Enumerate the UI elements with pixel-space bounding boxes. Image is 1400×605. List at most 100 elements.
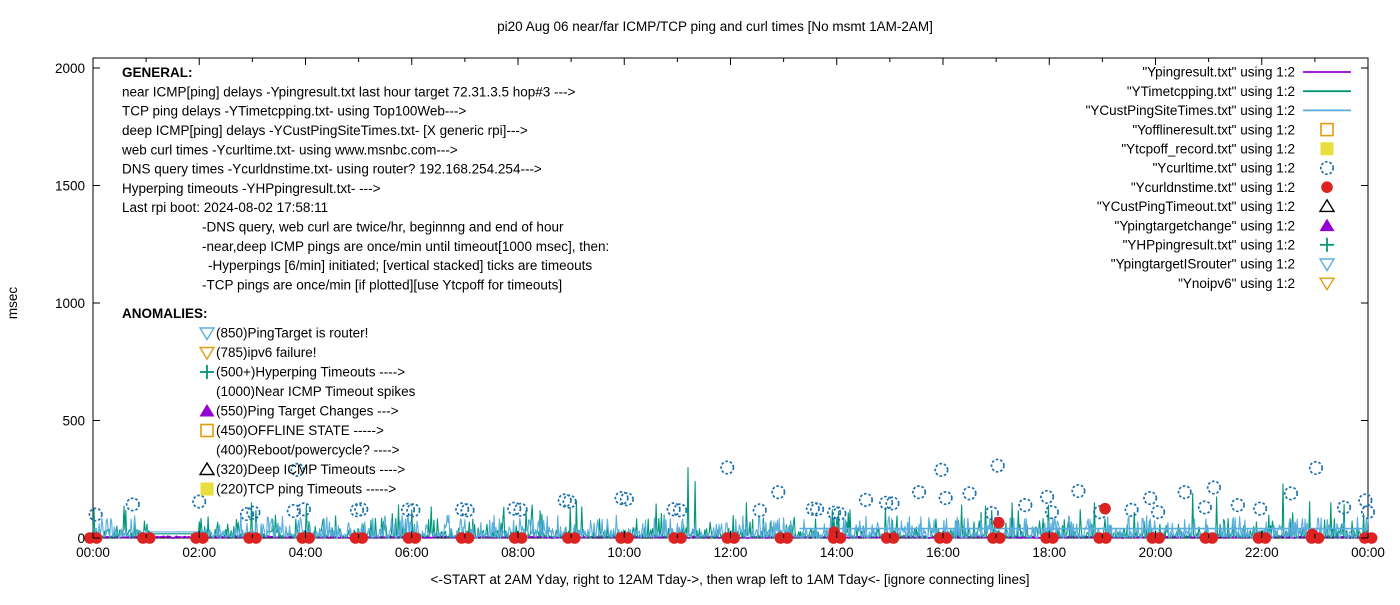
anomaly-item: (850)PingTarget is router!	[198, 326, 368, 341]
legend-item: "Ypingtargetchange" using 1:2	[1115, 218, 1335, 233]
data-point-curl	[246, 505, 261, 520]
y-tick-label: 1500	[55, 179, 85, 194]
data-point-curl	[990, 458, 1005, 473]
x-tick-label: 20:00	[1139, 545, 1173, 560]
general-heading: GENERAL:	[122, 65, 193, 80]
x-tick-label: 14:00	[820, 545, 854, 560]
data-point-curl	[1308, 460, 1323, 476]
data-point-curl	[720, 460, 735, 475]
data-point-curl	[1071, 483, 1086, 499]
data-point-curl	[513, 502, 528, 517]
data-point-dns	[197, 532, 209, 544]
data-point-dns	[462, 532, 475, 544]
data-point-curl	[1358, 493, 1373, 508]
general-line: Last rpi boot: 2024-08-02 17:58:11	[122, 200, 328, 215]
series-line-YTimetcpping.txt	[92, 466, 1368, 539]
data-point-curl	[1143, 490, 1158, 506]
general-line: -near,deep ICMP pings are once/min until…	[202, 239, 609, 254]
y-tick-label: 2000	[55, 61, 85, 76]
data-point-curl	[1151, 505, 1166, 520]
data-point-curl	[562, 494, 577, 509]
anomaly-text: (400)Reboot/powercycle? ---->	[216, 443, 400, 458]
data-point-curl	[938, 490, 953, 506]
data-point-dns-elevated	[1099, 502, 1111, 515]
legend-item: "Yofflineresult.txt" using 1:2	[1132, 122, 1334, 137]
legend-label: "Ynoipv6" using 1:2	[1178, 276, 1295, 291]
data-point-curl	[666, 502, 681, 517]
data-point-curl	[1360, 505, 1376, 520]
legend-label: "Yofflineresult.txt" using 1:2	[1132, 122, 1295, 137]
data-point-dns-elevated	[1306, 528, 1319, 541]
data-point-curl	[885, 496, 900, 511]
data-point-curl	[460, 503, 475, 518]
legend-label: "YpingtargetISrouter" using 1:2	[1111, 257, 1295, 272]
general-line: web curl times -Ycurltime.txt- using www…	[121, 142, 458, 157]
legend-item: "YHPpingresult.txt" using 1:2	[1123, 238, 1334, 253]
data-point-curl	[400, 502, 416, 517]
data-point-curl	[962, 486, 977, 501]
data-point-curl	[192, 494, 207, 509]
data-point-dns	[1100, 532, 1112, 544]
data-point-dns	[303, 532, 315, 544]
data-point-curl	[1206, 480, 1221, 495]
general-line: TCP ping delays -YTimetcpping.txt- using…	[122, 104, 466, 119]
anomaly-triangle-down-open-marker	[198, 327, 216, 341]
data-point-dns	[1153, 532, 1165, 544]
anomaly-item: (785)ipv6 failure!	[198, 345, 317, 361]
legend-item: "Ycurltime.txt" using 1:2	[1153, 161, 1335, 176]
chart-title: pi20 Aug 06 near/far ICMP/TCP ping and c…	[497, 19, 933, 34]
data-point-curl	[1197, 500, 1212, 515]
data-point-dns	[993, 532, 1006, 544]
legend-square-filled-marker	[1320, 142, 1334, 156]
x-tick-label: 06:00	[395, 545, 429, 560]
x-tick-label: 18:00	[1032, 545, 1066, 560]
anomaly-text: (450)OFFLINE STATE ----->	[216, 423, 384, 438]
y-tick-label: 500	[62, 414, 85, 429]
x-tick-label: 00:00	[1351, 545, 1385, 560]
anomaly-text: (785)ipv6 failure!	[216, 345, 317, 360]
legend-item: "YpingtargetISrouter" using 1:2	[1111, 257, 1336, 272]
data-point-dns	[675, 532, 687, 544]
legend-label: "Ypingtargetchange" using 1:2	[1115, 218, 1295, 233]
anomaly-text: (550)Ping Target Changes --->	[216, 404, 399, 419]
data-point-dns	[1259, 532, 1272, 544]
data-point-curl	[240, 506, 255, 522]
anomaly-item: (550)Ping Target Changes --->	[199, 404, 399, 419]
x-tick-label: 12:00	[714, 545, 748, 560]
anomaly-text: (220)TCP ping Timeouts ----->	[216, 482, 396, 497]
data-point-curl	[879, 495, 894, 510]
anomaly-triangle-up-filled-marker	[199, 404, 215, 417]
data-point-curl	[832, 506, 847, 521]
anomaly-text: (500+)Hyperping Timeouts ---->	[216, 365, 405, 380]
anomaly-triangle-down-open-marker	[198, 346, 216, 361]
x-tick-label: 04:00	[289, 545, 323, 560]
x-tick-label: 22:00	[1245, 545, 1279, 560]
legend-square-open-marker	[1320, 122, 1334, 137]
legend-label: "Ypingresult.txt" using 1:2	[1142, 65, 1295, 80]
anomaly-triangle-up-open-marker	[198, 461, 216, 476]
general-line: near ICMP[ping] delays -Ypingresult.txt …	[122, 84, 575, 99]
data-point-dns	[515, 532, 528, 544]
anomaly-square-open-marker	[200, 423, 214, 438]
axis-ticks: 00:00 02:00 04:00 06:00 08:00 10:00 12:00 14:00…	[55, 58, 1385, 560]
legend-item: "Ypingresult.txt" using 1:2	[1142, 65, 1351, 80]
data-point-curl	[455, 502, 470, 517]
legend-item: "YCustPingTimeout.txt" using 1:2	[1097, 198, 1336, 214]
data-point-curl	[858, 492, 874, 507]
x-axis-note: <-START at 2AM Yday, right to 12AM Tday-…	[431, 572, 1030, 587]
annotations: GENERAL: near ICMP[ping] delays -Ypingres…	[121, 65, 609, 497]
data-point-dns	[940, 532, 953, 544]
data-point-curl	[1283, 486, 1299, 501]
general-line: Hyperping timeouts -YHPpingresult.txt- -…	[122, 181, 381, 196]
anomaly-item: (500+)Hyperping Timeouts ---->	[200, 365, 405, 380]
legend-item: "Ynoipv6" using 1:2	[1178, 276, 1336, 292]
data-point-dns	[568, 532, 581, 544]
general-line: DNS query times -Ycurldnstime.txt- using…	[122, 162, 542, 177]
data-point-dns	[622, 532, 634, 544]
data-point-dns	[356, 532, 369, 544]
anomaly-text: (1000)Near ICMP Timeout spikes	[216, 384, 416, 399]
anomaly-item: (400)Reboot/powercycle? ---->	[216, 443, 400, 458]
y-tick-label: 0	[77, 531, 85, 546]
x-tick-label: 00:00	[76, 545, 110, 560]
legend-label: "YCustPingSiteTimes.txt" using 1:2	[1086, 103, 1295, 118]
